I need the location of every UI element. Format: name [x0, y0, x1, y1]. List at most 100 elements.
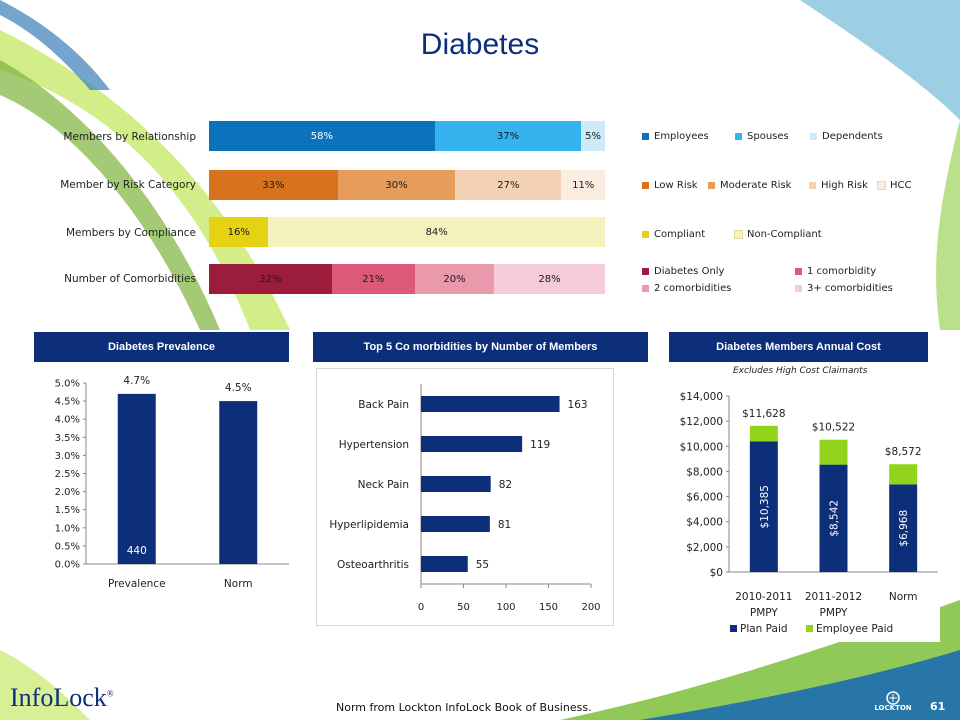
bar-segment: 27% [455, 170, 562, 200]
legend-item: Low Risk [642, 180, 698, 191]
comorbidities-chart: 0 50 100 150 200 163 Back Pain 119 Hypertension 8… [329, 384, 601, 613]
y-tick-label: $4,000 [686, 517, 723, 529]
y-tick-label: 0.5% [55, 541, 80, 552]
legend-label: Plan Paid [740, 623, 788, 635]
bar-segment: 28% [494, 264, 605, 294]
data-label: 55 [476, 559, 489, 571]
bar-plan-paid [819, 464, 848, 572]
legend-item: 1 comorbidity [795, 266, 876, 277]
y-tick-label: 1.5% [55, 505, 80, 516]
legend-label: 1 comorbidity [807, 266, 877, 277]
legend-item: Non-Compliant [734, 229, 822, 240]
comorbidities-chart-panel: 0 50 100 150 200 163 Back Pain 119 Hypertension 8… [316, 368, 614, 626]
bar [219, 401, 258, 564]
lockton-logo: LOCKTON [868, 690, 918, 716]
y-tick-label: 4.5% [55, 397, 80, 408]
y-tick-label: $0 [710, 567, 723, 579]
total-label: $11,628 [742, 408, 785, 420]
data-label: 119 [530, 439, 550, 451]
legend-swatch [810, 133, 817, 140]
legend-label: Dependents [822, 131, 883, 142]
legend-swatch [809, 182, 816, 189]
legend-label: 3+ comorbidities [807, 283, 893, 294]
bar-inner-label: 440 [127, 545, 147, 557]
x-tick-label: Norm [889, 591, 918, 603]
legend-item: High Risk [809, 180, 868, 191]
legend-item: Compliant [642, 229, 705, 240]
legend-swatch [795, 268, 802, 275]
compliance-bar: 16% 84% [209, 217, 605, 247]
x-tick-label: 50 [457, 602, 470, 613]
y-tick-label: 5.0% [55, 379, 80, 390]
y-tick-label: Neck Pain [358, 479, 409, 491]
x-tick-label: 200 [581, 602, 600, 613]
legend-item: 2 comorbidities [642, 283, 731, 294]
y-tick-label: 4.0% [55, 415, 80, 426]
annual-cost-chart: $0 $2,000 $4,000 $6,000 $8,000 $10,000 $12,000… [680, 391, 938, 635]
bar [117, 393, 156, 564]
prevalence-header: Diabetes Prevalence [34, 332, 289, 362]
y-tick-label: 2.5% [55, 469, 80, 480]
legend-label: Spouses [747, 131, 789, 142]
x-tick-label: Prevalence [108, 578, 166, 590]
y-tick-label: Hyperlipidemia [329, 519, 409, 531]
x-tick-label: PMPY [750, 607, 778, 619]
bar-employee-paid [819, 439, 848, 465]
logo-mark: ® [106, 688, 114, 699]
row-label: Member by Risk Category [60, 179, 196, 191]
annual-cost-subtitle: Excludes High Cost Claimants [733, 366, 868, 376]
y-tick-label: $2,000 [686, 542, 723, 554]
legend-label: Compliant [654, 229, 706, 240]
data-label: 4.7% [123, 375, 150, 387]
bar-segment: 5% [581, 121, 605, 151]
infolock-logo: InfoLock® [10, 683, 114, 713]
lockton-wordmark: LOCKTON [874, 704, 912, 712]
bar-segment: 84% [268, 217, 605, 247]
x-tick-label: 150 [539, 602, 558, 613]
legend-swatch [877, 181, 886, 190]
x-tick-label: Norm [224, 578, 253, 590]
y-tick-label: 2.0% [55, 487, 80, 498]
risk-bar: 33% 30% 27% 11% [209, 170, 605, 200]
bar-segment: 21% [331, 264, 415, 294]
legend-label: Employee Paid [816, 623, 893, 635]
legend-item: Employees [642, 131, 709, 142]
plan-paid-label: $8,542 [829, 500, 841, 537]
bar-segment: 33% [209, 170, 338, 200]
x-tick-label: 0 [418, 602, 424, 613]
footer-note: Norm from Lockton InfoLock Book of Busin… [336, 701, 592, 714]
x-tick-label: 100 [496, 602, 515, 613]
legend-label: Non-Compliant [747, 229, 822, 240]
bar [421, 396, 560, 412]
x-tick-label: PMPY [820, 607, 848, 619]
legend-swatch [642, 133, 649, 140]
x-tick-label: 2010-2011 [735, 591, 792, 603]
data-label: 81 [498, 519, 511, 531]
legend-swatch [806, 625, 813, 632]
legend-item: Diabetes Only [642, 266, 724, 277]
legend-swatch [734, 230, 743, 239]
relationship-bar: 58% 37% 5% [209, 121, 605, 151]
legend-item: 3+ comorbidities [795, 283, 893, 294]
data-label: 82 [499, 479, 512, 491]
legend-label: High Risk [821, 180, 868, 191]
bar-segment: 11% [561, 170, 605, 200]
legend-item: Spouses [735, 131, 789, 142]
data-label: 163 [568, 399, 588, 411]
legend-swatch [642, 231, 649, 238]
page-title: Diabetes [420, 28, 540, 61]
comorbidities-header: Top 5 Co morbidities by Number of Member… [313, 332, 648, 362]
data-label: 4.5% [225, 382, 252, 394]
bar [421, 516, 490, 532]
legend-label: Moderate Risk [720, 180, 792, 191]
y-tick-label: $14,000 [680, 391, 723, 403]
bar-segment: 20% [414, 264, 495, 294]
annual-cost-chart-panel: $0 $2,000 $4,000 $6,000 $8,000 $10,000 $12,000… [672, 380, 940, 642]
prevalence-chart-panel: 0.0% 0.5% 1.0% 1.5% 2.0% 2.5% 3.0% 3.5% 4.0% 4.5%… [34, 366, 296, 600]
total-label: $8,572 [885, 446, 922, 458]
legend-swatch [642, 285, 649, 292]
bar-employee-paid [889, 464, 918, 485]
bar [421, 556, 468, 572]
plan-paid-label: $6,968 [898, 510, 910, 547]
bar-segment: 30% [337, 170, 456, 200]
